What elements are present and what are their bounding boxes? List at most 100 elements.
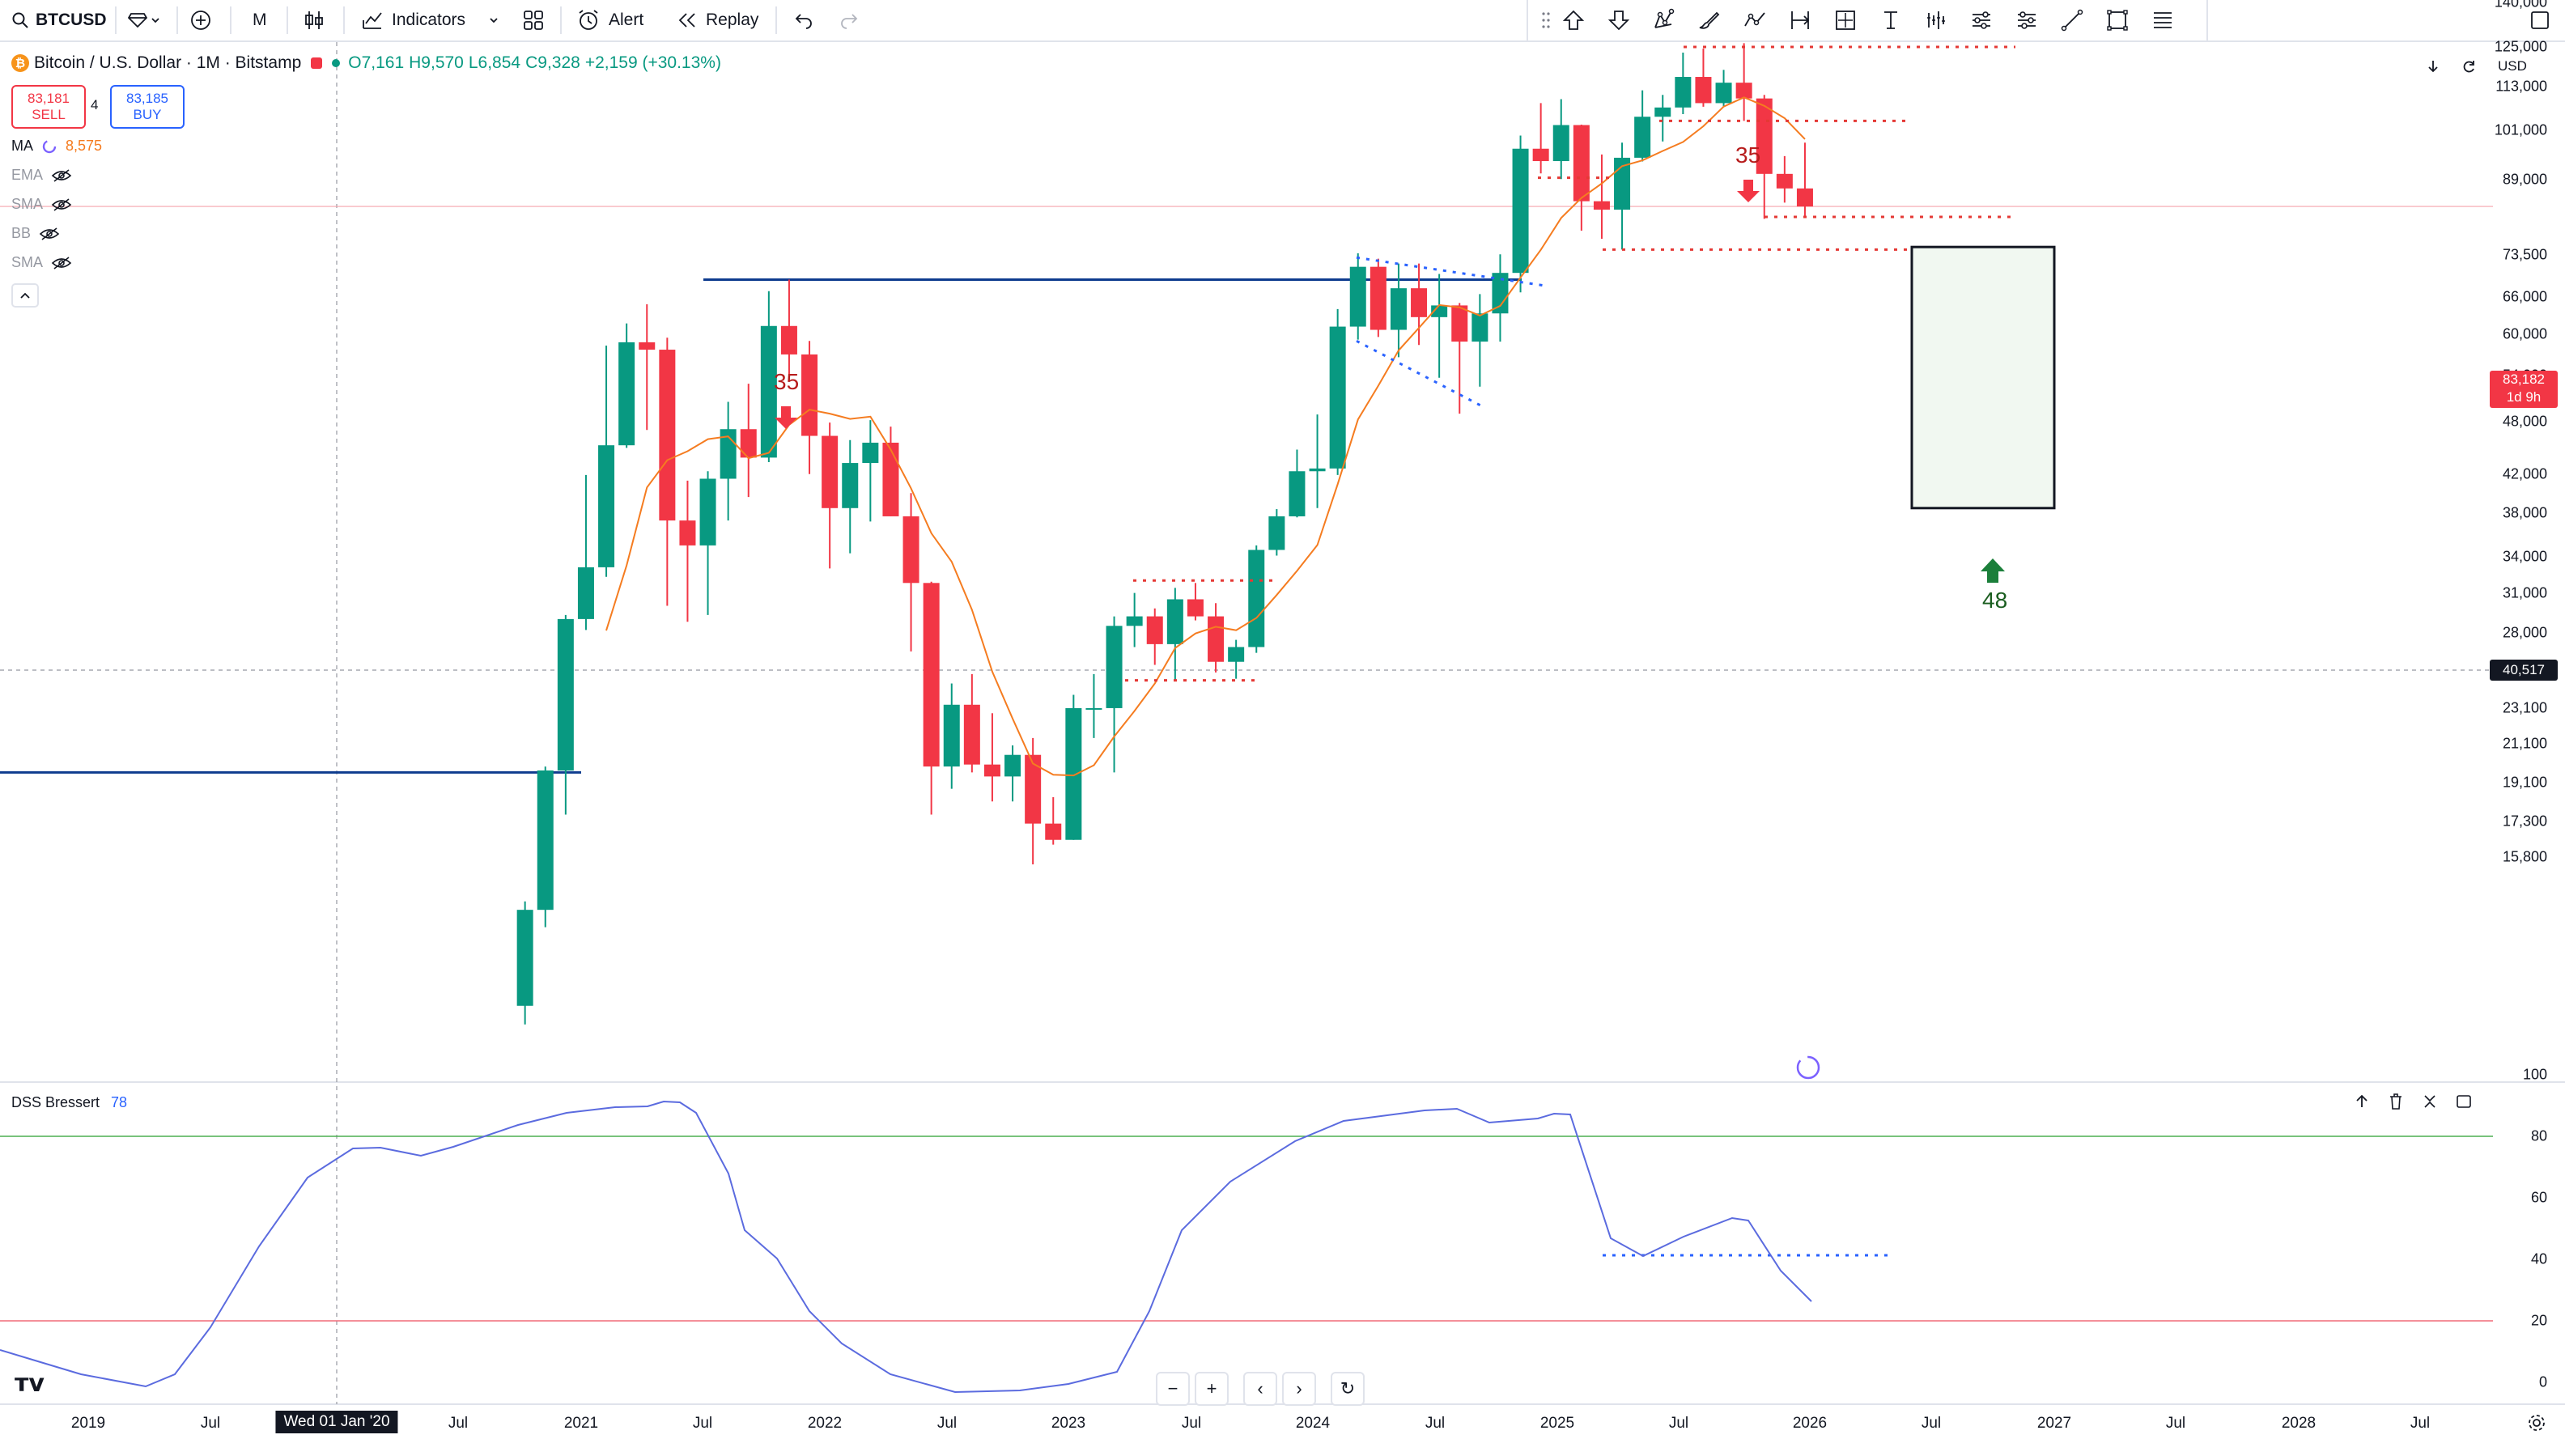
left-peak-count-label[interactable]: 35	[774, 369, 800, 394]
candle-body	[679, 520, 696, 545]
collapse-pane-icon[interactable]	[2422, 1093, 2438, 1110]
candle-body	[557, 618, 574, 770]
settings-button[interactable]	[2527, 1413, 2546, 1437]
price-tick-label: 19,100	[2502, 774, 2547, 791]
bars-pattern-tool[interactable]	[1923, 7, 1949, 33]
zoom-out-button[interactable]: −	[1156, 1372, 1190, 1406]
arrow-up-tool[interactable]	[1561, 7, 1586, 33]
dss-line	[0, 1100, 1812, 1394]
replay-button[interactable]: Replay	[677, 0, 758, 40]
oscillator-tick-label: 100	[2522, 1066, 2547, 1083]
candle-body	[1329, 326, 1346, 469]
time-tick-label: Jul	[692, 1415, 713, 1432]
symbol-type-button[interactable]	[128, 0, 160, 40]
maximize-pane-icon[interactable]	[2456, 1093, 2472, 1110]
price-tick-label: 28,000	[2502, 624, 2547, 641]
drag-handle[interactable]	[1533, 7, 1559, 33]
tradingview-logo-icon[interactable]: ᴛᴠ	[15, 1369, 45, 1398]
time-tick-label: Jul	[200, 1415, 221, 1432]
trend-line-tool[interactable]	[2059, 7, 2085, 33]
sell-price: 83,181	[28, 91, 70, 106]
buy-label: BUY	[133, 107, 162, 122]
indicator-sma[interactable]: SMA	[11, 196, 72, 213]
symbol-title[interactable]: Bitcoin / U.S. Dollar · 1M · Bitstamp	[34, 53, 302, 72]
fullscreen-button[interactable]	[2529, 0, 2551, 40]
rectangle-tool[interactable]	[2104, 7, 2130, 33]
undo-button[interactable]	[793, 0, 814, 40]
chart-type-button[interactable]	[303, 0, 325, 40]
indicator-sma-name: SMA	[11, 196, 44, 212]
oscillator-tick-label: 20	[2530, 1312, 2547, 1329]
path-tool[interactable]	[1742, 7, 1768, 33]
price-tick-label: 60,000	[2502, 325, 2547, 342]
indicator-ema[interactable]: EMA	[11, 167, 72, 184]
scroll-right-button[interactable]: ›	[1282, 1372, 1316, 1406]
time-tick-label: 2023	[1051, 1415, 1086, 1432]
eye-hidden-icon[interactable]	[51, 168, 72, 183]
more-tools-button[interactable]	[2150, 7, 2176, 33]
sell-button[interactable]: 83,181 SELL	[11, 85, 86, 129]
last-price-countdown: 1d 9h	[2506, 389, 2542, 405]
short-position-tool[interactable]	[2014, 7, 2040, 33]
indicator-sma-2[interactable]: SMA	[11, 254, 72, 271]
gear-icon	[2529, 1415, 2545, 1431]
candle-body	[516, 910, 533, 1006]
collapse-legend-button[interactable]	[11, 283, 39, 308]
reset-chart-button[interactable]: ↻	[1331, 1372, 1365, 1406]
date-range-tool[interactable]	[1787, 7, 1813, 33]
candle-body	[1187, 599, 1204, 617]
oscillator-tick-label: 60	[2530, 1189, 2547, 1206]
eye-hidden-icon[interactable]	[39, 227, 60, 241]
candle-body	[1289, 471, 1306, 516]
plus-circle-icon	[191, 11, 210, 30]
indicator-ma-name: MA	[11, 138, 33, 154]
rewind-icon	[678, 13, 695, 28]
brush-tool[interactable]	[1697, 7, 1722, 33]
candles-icon	[305, 11, 323, 29]
price-axis[interactable]: 160,000140,000125,000113,000101,00089,00…	[2478, 0, 2565, 1423]
text-tool[interactable]	[1878, 7, 1904, 33]
price-tick-label: 38,000	[2502, 504, 2547, 521]
trash-icon[interactable]	[2388, 1093, 2404, 1110]
date-price-range-tool[interactable]	[1832, 7, 1858, 33]
currency-button[interactable]: USD	[2498, 58, 2527, 74]
eye-hidden-icon[interactable]	[51, 197, 72, 212]
interval-button[interactable]: M	[253, 0, 267, 40]
compare-add-button[interactable]	[189, 0, 212, 40]
candle-body	[1370, 266, 1387, 330]
right-peak-count-label[interactable]: 35	[1735, 142, 1761, 168]
candle-body	[1390, 288, 1407, 330]
grid-icon	[524, 11, 543, 30]
candle-body	[1776, 173, 1793, 189]
oscillator-tick-label: 40	[2530, 1250, 2547, 1267]
indicator-bb[interactable]: BB	[11, 225, 60, 242]
oscillator-legend[interactable]: DSS Bressert 78	[11, 1094, 127, 1111]
long-position-tool[interactable]	[1968, 7, 1994, 33]
scroll-to-realtime-button[interactable]	[2425, 58, 2441, 79]
scroll-left-button[interactable]: ‹	[1243, 1372, 1277, 1406]
arrow-down-tool[interactable]	[1606, 7, 1632, 33]
interval-label: M	[253, 11, 267, 29]
indicators-button[interactable]: Indicators	[361, 0, 465, 40]
zoom-in-button[interactable]: +	[1195, 1372, 1229, 1406]
layouts-button[interactable]	[521, 0, 546, 40]
alert-button[interactable]: Alert	[576, 0, 643, 40]
indicators-templates-button[interactable]	[489, 0, 499, 40]
eye-hidden-icon[interactable]	[51, 256, 72, 270]
move-pane-up-icon[interactable]	[2354, 1093, 2370, 1110]
sliders-icon	[1973, 11, 1990, 29]
price-tick-label: 42,000	[2502, 465, 2547, 482]
pattern-tool[interactable]	[1651, 7, 1677, 33]
price-tick-label: 23,100	[2502, 699, 2547, 716]
brush-icon	[1699, 11, 1720, 29]
target-arrow-up-icon	[1981, 558, 2005, 583]
redo-button[interactable]	[839, 0, 860, 40]
indicator-ma[interactable]: MA 8,575	[11, 138, 102, 155]
candle-body	[983, 764, 1000, 777]
buy-button[interactable]: 83,185 BUY	[110, 85, 185, 129]
target-count-label[interactable]: 48	[1982, 588, 2008, 613]
auto-scale-button[interactable]	[2461, 58, 2477, 79]
symbol-search[interactable]: BTCUSD	[11, 0, 107, 40]
arrow-down-icon	[2428, 61, 2438, 73]
